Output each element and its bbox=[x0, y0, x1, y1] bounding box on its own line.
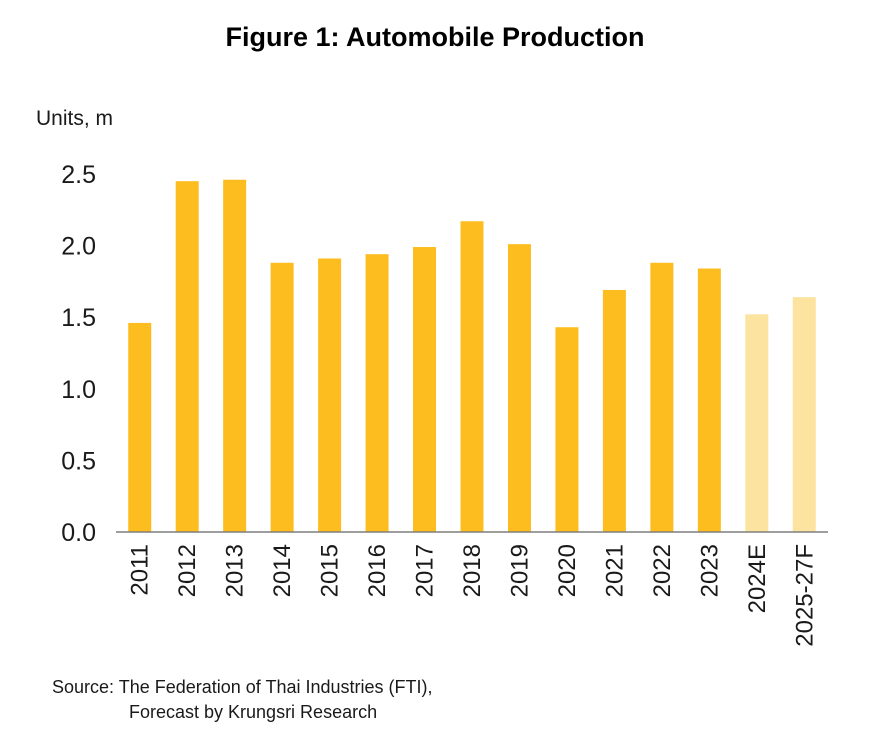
x-tick-label: 2016 bbox=[364, 544, 391, 597]
bar-2015 bbox=[318, 258, 342, 532]
bar-2021 bbox=[602, 289, 626, 532]
y-tick-label: 2.5 bbox=[61, 161, 96, 189]
bar-2011 bbox=[128, 322, 152, 532]
x-tick-label: 2011 bbox=[127, 544, 154, 596]
bar-2023 bbox=[697, 268, 721, 532]
bar-2024E bbox=[745, 314, 769, 532]
x-tick-label: 2017 bbox=[412, 544, 439, 597]
x-tick-label: 2021 bbox=[601, 544, 628, 597]
bar-2012 bbox=[175, 181, 199, 532]
bar-2018 bbox=[460, 221, 484, 533]
y-tick-label: 1.5 bbox=[61, 304, 96, 332]
source-note: Source: The Federation of Thai Industrie… bbox=[52, 675, 433, 725]
chart-title: Figure 1: Automobile Production bbox=[225, 22, 645, 52]
bar-2019 bbox=[507, 244, 531, 532]
bar-2020 bbox=[555, 327, 579, 532]
x-tick-label: 2015 bbox=[317, 544, 344, 597]
x-tick-label: 2025-27F bbox=[791, 544, 818, 647]
x-tick-label: 2019 bbox=[506, 544, 533, 597]
bar-2013 bbox=[223, 179, 247, 532]
x-tick-label: 2018 bbox=[459, 544, 486, 597]
x-tick-label: 2022 bbox=[649, 544, 676, 597]
x-tick-label: 2020 bbox=[554, 544, 581, 597]
x-tick-label: 2014 bbox=[269, 544, 296, 597]
y-tick-label: 0.0 bbox=[61, 519, 96, 547]
bar-2025-27F bbox=[792, 297, 816, 532]
y-axis-ticks: 0.0 0.5 1.0 1.5 2.0 2.5 bbox=[61, 161, 96, 547]
y-tick-label: 0.5 bbox=[61, 447, 96, 475]
bar-2022 bbox=[650, 262, 674, 532]
x-tick-label: 2024E bbox=[744, 544, 771, 613]
source-line-2: Forecast by Krungsri Research bbox=[129, 702, 378, 722]
y-tick-label: 1.0 bbox=[61, 376, 96, 404]
bars bbox=[128, 179, 816, 533]
x-tick-label: 2012 bbox=[174, 544, 201, 597]
x-axis-ticks: 2011 2012 2013 2014 2015 2016 2017 2018 2019 2020… bbox=[127, 544, 819, 647]
bar-2014 bbox=[270, 262, 294, 532]
y-axis-label: Units, m bbox=[36, 107, 113, 130]
bar-2017 bbox=[413, 247, 437, 533]
y-tick-label: 2.0 bbox=[61, 233, 96, 261]
x-tick-label: 2013 bbox=[222, 544, 249, 597]
source-line-1: Source: The Federation of Thai Industrie… bbox=[52, 677, 433, 697]
x-tick-label: 2023 bbox=[696, 544, 723, 597]
bar-2016 bbox=[365, 254, 389, 532]
